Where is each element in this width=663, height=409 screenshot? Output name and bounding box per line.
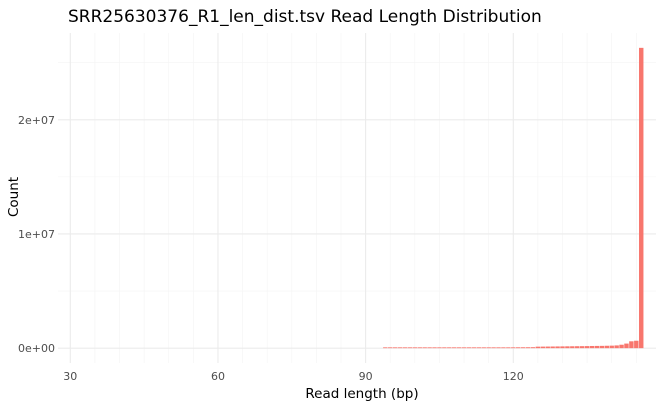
y-axis-ticks: 0e+00 1e+07 2e+07 <box>18 114 55 355</box>
y-tick-label: 0e+00 <box>18 342 55 355</box>
bar <box>383 347 388 349</box>
bar <box>520 347 526 349</box>
bar <box>599 345 605 349</box>
bar <box>560 346 565 349</box>
bar <box>570 346 575 349</box>
bar <box>432 347 437 349</box>
bar <box>535 346 541 349</box>
bar <box>506 347 511 349</box>
bar <box>515 347 521 349</box>
bar <box>584 346 590 349</box>
bar <box>442 347 447 349</box>
bar <box>614 345 619 349</box>
bar <box>397 347 403 349</box>
bar <box>639 47 644 349</box>
bar <box>565 346 570 349</box>
bar <box>540 346 546 349</box>
bar <box>466 347 472 349</box>
x-tick-label: 30 <box>63 370 77 383</box>
bar <box>437 347 442 349</box>
plot-panel <box>58 33 656 363</box>
bar <box>575 346 580 349</box>
y-axis-title: Count <box>6 177 22 217</box>
bar <box>550 346 555 349</box>
bar <box>481 347 486 349</box>
bar <box>594 345 600 349</box>
bar <box>417 347 422 349</box>
x-tick-label: 120 <box>503 370 524 383</box>
x-axis-title: Read length (bp) <box>305 386 418 402</box>
bar <box>624 343 629 349</box>
bar <box>530 347 536 349</box>
y-tick-label: 1e+07 <box>18 228 55 241</box>
bar <box>456 347 462 349</box>
bar <box>427 347 432 349</box>
bar <box>634 340 639 349</box>
bar <box>609 345 614 349</box>
bar <box>422 347 427 349</box>
bar <box>589 345 595 349</box>
gridlines <box>58 33 656 363</box>
bar <box>491 347 496 349</box>
bar <box>476 347 482 349</box>
bar <box>629 341 634 349</box>
x-axis-ticks: 30 60 90 120 <box>63 370 523 383</box>
chart-title: SRR25630376_R1_len_dist.tsv Read Length … <box>68 7 542 27</box>
bars <box>383 47 644 349</box>
bar <box>471 347 477 349</box>
bar <box>604 345 609 349</box>
bar <box>451 347 457 349</box>
bar <box>486 347 491 349</box>
bar <box>388 347 393 349</box>
bar <box>392 347 398 349</box>
bar <box>525 347 531 349</box>
x-tick-label: 60 <box>211 370 225 383</box>
bar <box>501 347 506 349</box>
bar <box>619 344 624 349</box>
bar <box>447 347 452 349</box>
bar <box>412 347 418 349</box>
bar <box>496 347 501 349</box>
bar <box>407 347 413 349</box>
x-tick-label: 90 <box>359 370 373 383</box>
bar <box>511 347 516 349</box>
y-tick-label: 2e+07 <box>18 114 55 127</box>
bar <box>402 347 408 349</box>
bar <box>579 346 585 349</box>
bar <box>545 346 550 349</box>
bar <box>555 346 560 349</box>
bar <box>461 347 467 349</box>
